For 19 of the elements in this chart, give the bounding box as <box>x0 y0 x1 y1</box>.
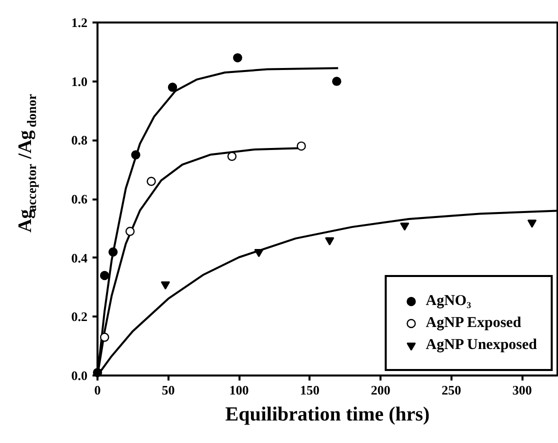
x-tick-label: 150 <box>300 382 320 398</box>
y-tick-label: 1.2 <box>71 15 88 30</box>
legend-label: AgNP Exposed <box>426 314 522 332</box>
y-tick-label: 1.0 <box>71 74 88 89</box>
y-axis-title: Agacceptor/Agdonor <box>15 94 39 232</box>
x-tick-label: 200 <box>370 382 390 398</box>
x-tick-label: 300 <box>512 382 532 398</box>
x-axis-title: Equilibration time (hrs) <box>225 404 430 426</box>
y-tick-label: 0.4 <box>71 250 88 266</box>
y-tick-label: 0.6 <box>71 192 88 206</box>
legend-label: AgNP Unexposed <box>426 336 537 354</box>
x-tick-label: 250 <box>442 382 462 398</box>
y-tick-label: 0.2 <box>71 309 88 324</box>
x-tick-label: 50 <box>162 382 175 398</box>
legend-label: AgNO₃ <box>426 292 472 310</box>
x-tick-label: 100 <box>229 382 249 398</box>
x-tick-label: 0 <box>94 382 101 398</box>
y-tick-label: 0.0 <box>71 368 88 383</box>
y-tick-label: 0.8 <box>71 132 88 148</box>
